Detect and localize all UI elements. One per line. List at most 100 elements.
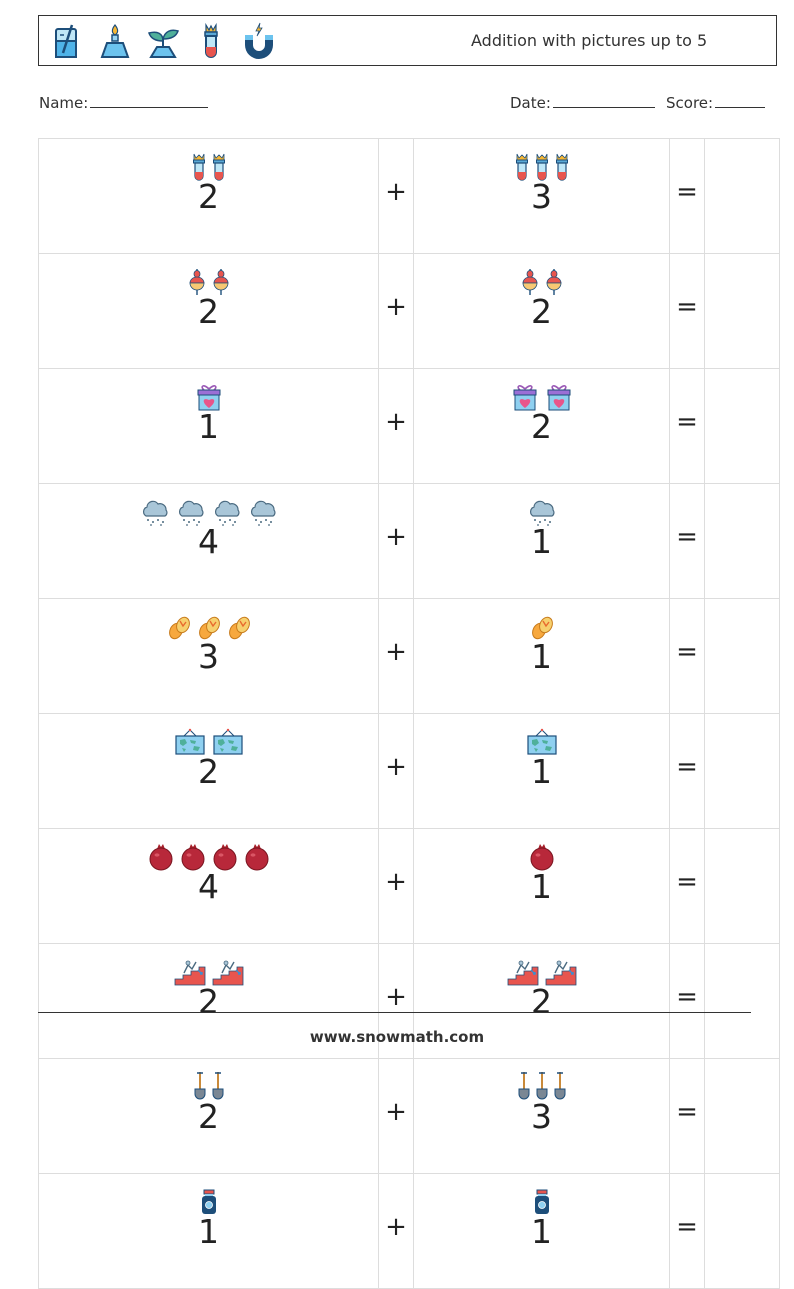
first-addend-cell: 2 xyxy=(38,713,379,829)
answer-cell[interactable] xyxy=(704,368,780,484)
second-addend-number: 1 xyxy=(531,637,552,676)
answer-cell[interactable] xyxy=(704,1173,780,1289)
worksheet-header: Addition with pictures up to 5 xyxy=(38,15,777,66)
plus-sign: + xyxy=(378,253,414,369)
problem-grid: 2 +3 = 2 +2 = 1 +2 = 4 +1 = 3 +1 = 2 +1 = 4 +1 = 2 +2 = 2 +3 = 1 +1 = xyxy=(38,138,780,1289)
name-blank[interactable] xyxy=(90,93,209,108)
answer-cell[interactable] xyxy=(704,1058,780,1174)
fishing-float-icon xyxy=(521,268,539,296)
second-addend-number: 3 xyxy=(531,1097,552,1136)
plus-sign: + xyxy=(378,943,414,1059)
picture-group xyxy=(39,1188,378,1216)
pomegranate-icon xyxy=(529,843,555,871)
first-addend-number: 4 xyxy=(198,867,219,906)
score-label: Score: xyxy=(666,94,714,112)
equals-sign: = xyxy=(669,253,705,369)
flip-flops-icon xyxy=(227,613,251,641)
picture-group xyxy=(414,383,669,411)
picture-group xyxy=(39,498,378,526)
pomegranate-icon xyxy=(212,843,238,871)
first-addend-cell: 2 xyxy=(38,138,379,254)
second-addend-cell: 1 xyxy=(413,483,670,599)
score-blank[interactable] xyxy=(715,93,766,108)
second-addend-number: 1 xyxy=(531,867,552,906)
picture-group xyxy=(414,613,669,641)
flip-flops-icon xyxy=(530,613,554,641)
answer-cell[interactable] xyxy=(704,713,780,829)
name-label: Name: xyxy=(39,94,89,112)
equals-sign: = xyxy=(669,713,705,829)
date-blank[interactable] xyxy=(552,93,655,108)
test-tube-icon xyxy=(204,22,218,58)
shovel-icon xyxy=(518,1071,530,1101)
equals-sign: = xyxy=(669,828,705,944)
test-tube-icon xyxy=(212,153,226,181)
bunsen-burner-icon xyxy=(100,24,130,58)
first-addend-cell: 4 xyxy=(38,828,379,944)
second-addend-number: 1 xyxy=(531,752,552,791)
sprout-flask-icon xyxy=(148,29,179,58)
shovel-icon xyxy=(554,1071,566,1101)
answer-cell[interactable] xyxy=(704,138,780,254)
name-field[interactable]: Name: xyxy=(39,93,209,112)
test-tube-icon xyxy=(535,153,549,181)
picture-group xyxy=(414,843,669,871)
second-addend-cell: 2 xyxy=(413,253,670,369)
first-addend-number: 2 xyxy=(198,982,219,1021)
equals-sign: = xyxy=(669,483,705,599)
plus-sign: + xyxy=(378,598,414,714)
second-addend-cell: 2 xyxy=(413,943,670,1059)
worksheet-title: Addition with pictures up to 5 xyxy=(471,31,708,50)
equals-sign: = xyxy=(669,598,705,714)
gift-box-icon xyxy=(511,383,539,411)
second-addend-number: 2 xyxy=(531,982,552,1021)
picture-group xyxy=(39,843,378,871)
picture-group xyxy=(39,268,378,296)
equals-sign: = xyxy=(669,1058,705,1174)
equals-sign: = xyxy=(669,368,705,484)
second-addend-number: 3 xyxy=(531,177,552,216)
pomegranate-icon xyxy=(180,843,206,871)
problem-row: 2 +3 = xyxy=(38,1058,780,1174)
first-addend-number: 1 xyxy=(198,1212,219,1251)
rain-cloud-icon xyxy=(212,498,242,526)
equals-sign: = xyxy=(669,1173,705,1289)
answer-cell[interactable] xyxy=(704,483,780,599)
test-tube-icon xyxy=(192,153,206,181)
picture-group xyxy=(39,958,378,986)
test-tube-icon xyxy=(555,153,569,181)
second-addend-cell: 3 xyxy=(413,138,670,254)
picture-group xyxy=(39,613,378,641)
gift-box-icon xyxy=(545,383,573,411)
shovel-icon xyxy=(194,1071,206,1101)
picture-group xyxy=(414,153,669,181)
first-addend-number: 2 xyxy=(198,1097,219,1136)
date-field[interactable]: Date: xyxy=(510,93,655,112)
answer-cell[interactable] xyxy=(704,598,780,714)
answer-cell[interactable] xyxy=(704,828,780,944)
answer-cell[interactable] xyxy=(704,253,780,369)
problem-row: 1 +1 = xyxy=(38,1173,780,1289)
first-addend-cell: 2 xyxy=(38,253,379,369)
equals-sign: = xyxy=(669,943,705,1059)
second-addend-cell: 2 xyxy=(413,368,670,484)
pomegranate-icon xyxy=(244,843,270,871)
first-addend-number: 1 xyxy=(198,407,219,446)
footer-divider xyxy=(38,1012,751,1013)
gift-box-icon xyxy=(195,383,223,411)
plus-sign: + xyxy=(378,1058,414,1174)
second-addend-cell: 1 xyxy=(413,598,670,714)
fishing-float-icon xyxy=(188,268,206,296)
score-field[interactable]: Score: xyxy=(666,93,766,112)
header-icons xyxy=(47,20,279,62)
picture-group xyxy=(39,383,378,411)
flip-flops-icon xyxy=(167,613,191,641)
shovel-icon xyxy=(536,1071,548,1101)
first-addend-number: 4 xyxy=(198,522,219,561)
footer-website[interactable]: www.snowmath.com xyxy=(309,1028,485,1046)
stairs-icon xyxy=(174,958,206,986)
rain-cloud-icon xyxy=(248,498,278,526)
date-label: Date: xyxy=(510,94,551,112)
fishing-float-icon xyxy=(545,268,563,296)
first-addend-number: 2 xyxy=(198,752,219,791)
